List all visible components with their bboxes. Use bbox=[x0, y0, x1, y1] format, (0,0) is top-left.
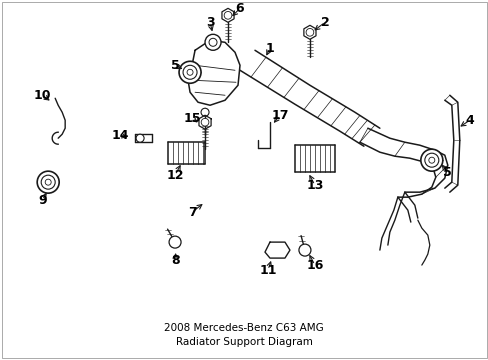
Circle shape bbox=[201, 118, 208, 126]
Circle shape bbox=[183, 65, 197, 79]
Text: 5: 5 bbox=[170, 59, 179, 72]
Text: 2: 2 bbox=[320, 16, 328, 29]
Circle shape bbox=[45, 179, 51, 185]
Text: 15: 15 bbox=[183, 112, 201, 125]
Text: 7: 7 bbox=[187, 206, 196, 219]
Text: 2008 Mercedes-Benz C63 AMG
Radiator Support Diagram: 2008 Mercedes-Benz C63 AMG Radiator Supp… bbox=[164, 323, 323, 347]
Circle shape bbox=[208, 38, 217, 46]
Text: 16: 16 bbox=[305, 258, 323, 271]
Text: 9: 9 bbox=[38, 194, 46, 207]
Text: 10: 10 bbox=[33, 89, 51, 102]
Circle shape bbox=[420, 149, 442, 171]
Circle shape bbox=[37, 171, 59, 193]
Circle shape bbox=[169, 236, 181, 248]
Circle shape bbox=[187, 69, 193, 75]
Circle shape bbox=[224, 12, 231, 19]
Text: 14: 14 bbox=[111, 129, 129, 142]
Circle shape bbox=[179, 61, 201, 83]
Text: 4: 4 bbox=[465, 114, 473, 127]
Circle shape bbox=[136, 134, 144, 142]
Circle shape bbox=[428, 157, 434, 163]
Text: 8: 8 bbox=[170, 253, 179, 267]
Circle shape bbox=[41, 175, 55, 189]
Text: 5: 5 bbox=[443, 166, 451, 179]
Text: 17: 17 bbox=[271, 109, 288, 122]
Circle shape bbox=[201, 108, 208, 116]
Circle shape bbox=[305, 28, 313, 36]
Circle shape bbox=[298, 244, 310, 256]
Text: 13: 13 bbox=[305, 179, 323, 192]
Text: 12: 12 bbox=[166, 169, 183, 182]
Text: 1: 1 bbox=[265, 42, 274, 55]
Circle shape bbox=[424, 153, 438, 167]
Text: 11: 11 bbox=[259, 264, 276, 276]
Text: 3: 3 bbox=[205, 16, 214, 29]
Text: 6: 6 bbox=[235, 2, 244, 15]
Circle shape bbox=[204, 34, 221, 50]
